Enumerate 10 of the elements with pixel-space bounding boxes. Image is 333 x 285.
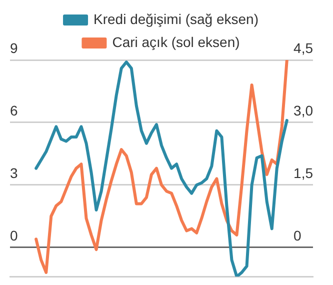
y-tick-label: 0: [10, 227, 18, 244]
y2-tick-label: 0: [294, 227, 302, 244]
legend-label: Cari açık (sol eksen): [112, 34, 240, 50]
y2-tick-label: 1,5: [294, 164, 314, 181]
legend-label: Kredi değişimi (sağ eksen): [94, 10, 258, 27]
y2-tick-label: 4,5: [294, 40, 314, 56]
y-tick-label: 6: [10, 102, 18, 118]
y-tick-label: 3: [10, 164, 18, 181]
y-tick-label: 9: [10, 40, 18, 56]
y2-tick-label: 3,0: [294, 102, 314, 118]
